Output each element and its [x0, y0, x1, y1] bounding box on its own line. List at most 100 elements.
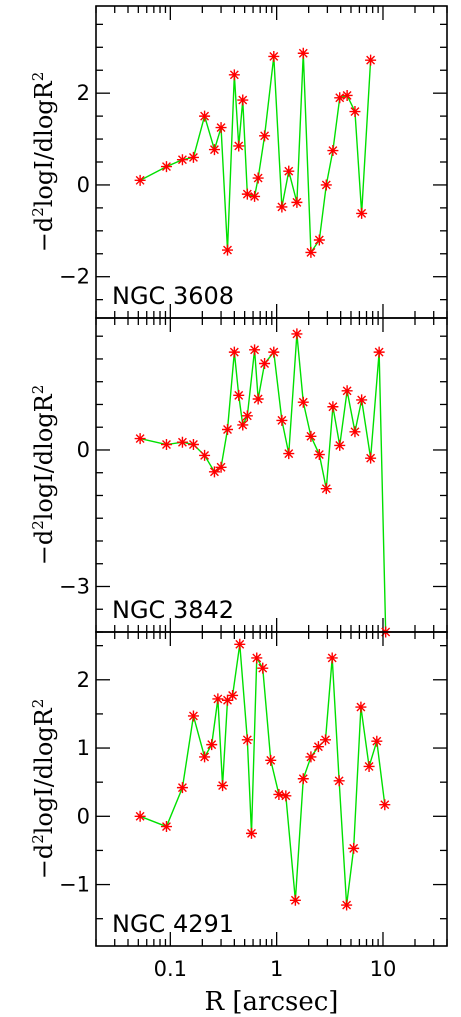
y-axis-label-part: logI/dlogR	[30, 80, 58, 207]
y-tick-label: 0	[77, 804, 90, 828]
data-point-marker	[187, 151, 199, 163]
data-point-marker	[222, 244, 234, 256]
data-point-marker	[313, 449, 325, 461]
data-point-marker	[320, 179, 332, 191]
y-axis-label: −d2logI/dlogR2	[29, 385, 58, 566]
data-point-marker	[291, 196, 303, 208]
data-point-marker	[241, 188, 253, 200]
y-axis-label-part: logI/dlogR	[30, 393, 58, 520]
y-axis-label-superscript: 2	[29, 72, 47, 82]
data-point-marker	[363, 760, 375, 772]
y-tick-label: 0	[77, 173, 90, 197]
panel-label: NGC 4291	[112, 910, 234, 938]
data-point-marker	[228, 69, 240, 81]
y-axis-label-superscript: 2	[29, 385, 47, 395]
plot-frame	[95, 631, 448, 947]
data-point-marker	[217, 780, 229, 792]
data-point-marker	[228, 346, 240, 358]
data-point-marker	[199, 449, 211, 461]
data-point-marker	[160, 161, 172, 173]
data-point-marker	[252, 172, 264, 184]
data-point-marker	[326, 652, 338, 664]
y-tick-label: 1	[77, 736, 90, 760]
data-point-marker	[348, 842, 360, 854]
data-point-marker	[312, 741, 324, 753]
data-point-marker	[176, 782, 188, 794]
y-axis-label-part: logI/dlogR	[30, 707, 58, 834]
y-axis-label: −d2logI/dlogR2	[29, 699, 58, 880]
data-point-marker	[134, 174, 146, 186]
data-point-marker	[160, 439, 172, 451]
data-point-marker	[327, 145, 339, 157]
data-point-marker	[273, 788, 285, 800]
data-point-marker	[237, 94, 249, 106]
data-point-marker	[241, 734, 253, 746]
data-point-marker	[280, 790, 292, 802]
data-point-marker	[215, 461, 227, 473]
data-point-marker	[187, 439, 199, 451]
data-point-marker	[268, 346, 280, 358]
data-point-marker	[134, 810, 146, 822]
plot-frame	[95, 5, 448, 319]
x-tick-label: 0.1	[154, 957, 187, 981]
data-point-marker	[327, 401, 339, 413]
data-point-marker	[227, 689, 239, 701]
data-point-marker	[237, 419, 249, 431]
data-point-marker	[334, 439, 346, 451]
data-point-marker	[251, 652, 263, 664]
data-point-marker	[305, 751, 317, 763]
y-axis-label-superscript: 2	[29, 207, 47, 217]
data-point-marker	[215, 122, 227, 134]
y-tick-label: 2	[77, 668, 90, 692]
y-tick-label: −1	[59, 873, 90, 897]
data-point-marker	[257, 662, 269, 674]
data-point-marker	[320, 483, 332, 495]
data-point-marker	[333, 775, 345, 787]
data-point-marker	[313, 234, 325, 246]
data-point-marker	[199, 751, 211, 763]
data-point-marker	[208, 144, 220, 156]
data-point-marker	[341, 385, 353, 397]
data-point-marker	[373, 346, 385, 358]
data-point-marker	[276, 414, 288, 426]
panel-ngc-3842: −3 0 −d2logI/dlogR2 NGC 3842	[29, 317, 448, 638]
data-point-marker	[349, 106, 361, 118]
data-point-marker	[356, 394, 368, 406]
x-tick-label: 1	[270, 957, 283, 981]
data-point-marker	[134, 433, 146, 445]
data-point-marker	[297, 396, 309, 408]
data-point-marker	[176, 154, 188, 166]
x-axis-label: R [arcsec]	[205, 987, 339, 1017]
data-point-marker	[187, 710, 199, 722]
data-point-marker	[259, 358, 271, 370]
data-point-marker	[365, 452, 377, 464]
data-point-marker	[356, 207, 368, 219]
data-point-marker	[268, 50, 280, 62]
data-point-marker	[222, 423, 234, 435]
y-axis-label-superscript: 2	[29, 834, 47, 844]
data-point-marker	[233, 389, 245, 401]
y-axis-label: −d2logI/dlogR2	[29, 72, 58, 253]
panel-label: NGC 3842	[112, 596, 234, 624]
data-point-marker	[241, 410, 253, 422]
data-point-marker	[160, 821, 172, 833]
data-point-marker	[212, 693, 224, 705]
y-tick-label: −3	[59, 574, 90, 598]
series-line	[139, 644, 386, 906]
y-axis-label-superscript: 2	[29, 520, 47, 530]
data-point-marker	[297, 773, 309, 785]
y-tick-label: −2	[59, 265, 90, 289]
data-point-marker	[334, 92, 346, 104]
data-point-marker	[341, 89, 353, 101]
data-point-marker	[276, 201, 288, 213]
data-point-marker	[305, 430, 317, 442]
y-tick-label: 0	[77, 438, 90, 462]
y-axis-label-superscript: 2	[29, 699, 47, 709]
data-point-marker	[305, 246, 317, 258]
data-point-marker	[379, 799, 391, 811]
data-point-marker	[265, 754, 277, 766]
data-point-marker	[206, 739, 218, 751]
